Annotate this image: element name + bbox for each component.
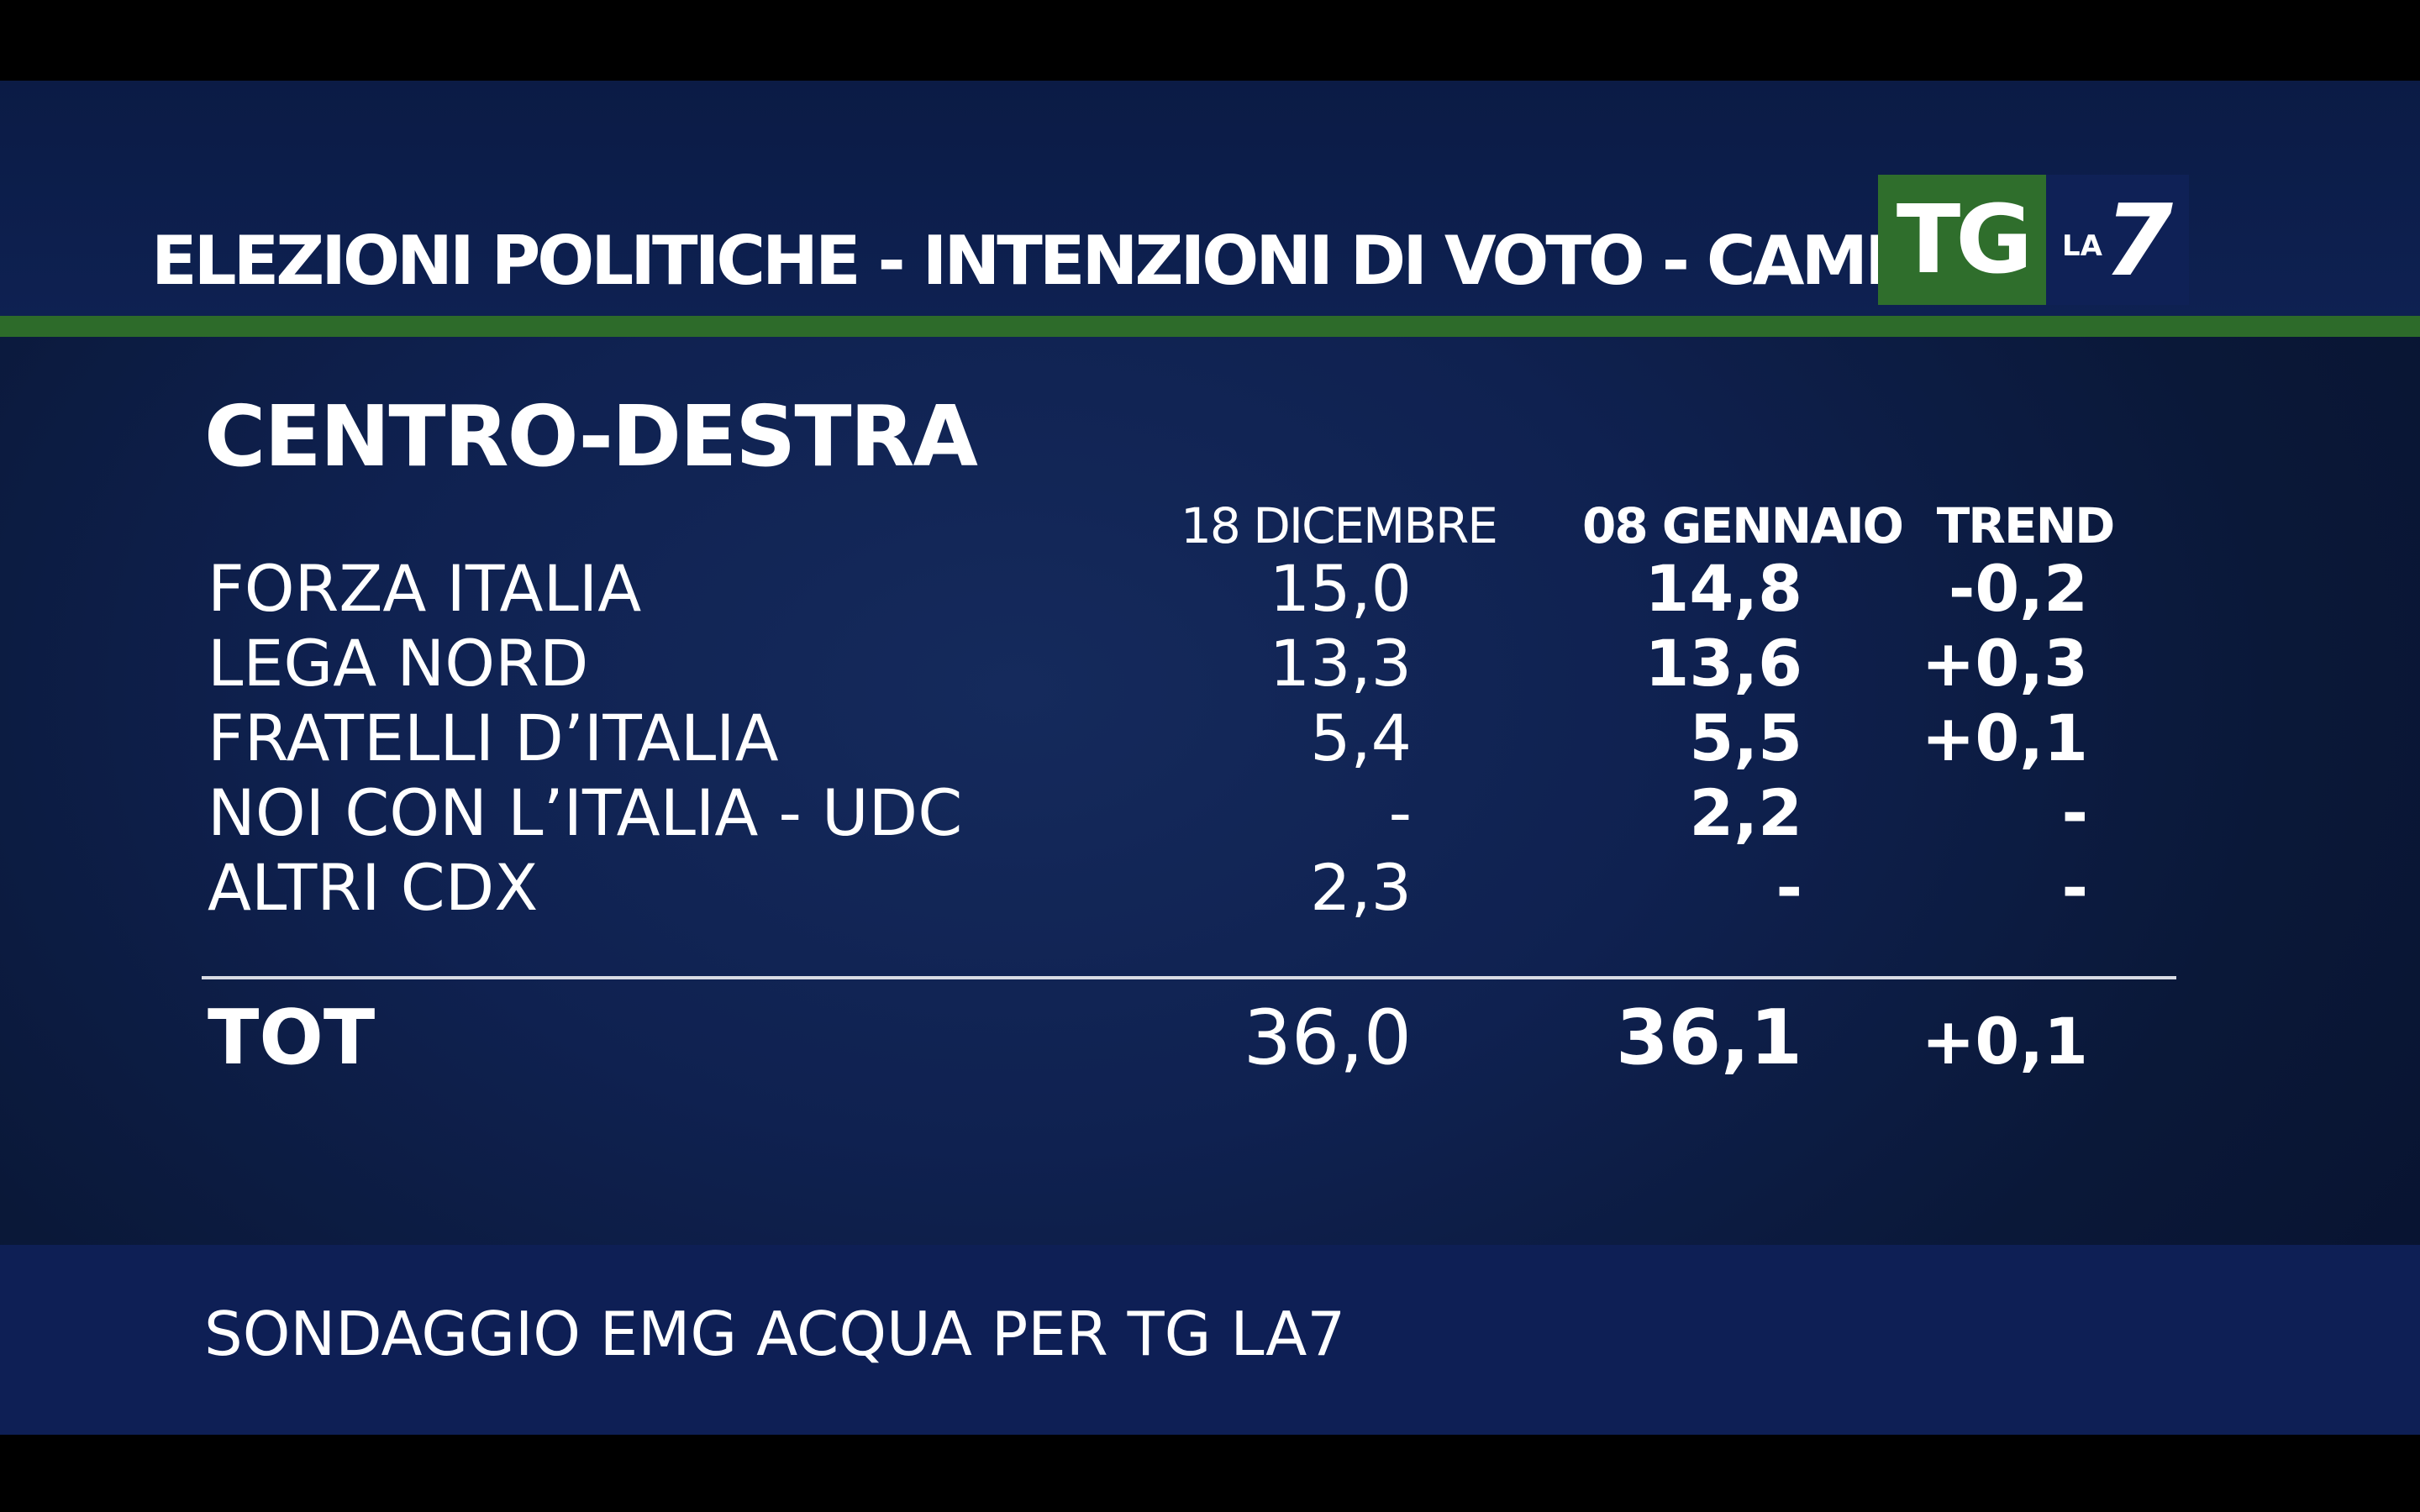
total-curr: 36,1	[1615, 994, 1802, 1082]
total-row: TOT 36,0 36,1 +0,1	[0, 994, 2420, 1086]
party-name: ALTRI CDX	[208, 850, 539, 925]
tg-la7-logo: TG LA 7	[1878, 175, 2189, 305]
table-row: FRATELLI D’ITALIA 5,4 5,5 +0,1	[0, 701, 2420, 776]
value-prev: 5,4	[1310, 701, 1412, 775]
table-row: ALTRI CDX 2,3 - -	[0, 850, 2420, 926]
logo-tg: TG	[1878, 175, 2046, 305]
value-curr: 14,8	[1644, 551, 1802, 626]
total-label: TOT	[208, 994, 376, 1082]
value-curr: 5,5	[1689, 701, 1802, 775]
value-prev: 13,3	[1269, 626, 1412, 701]
value-curr: 2,2	[1689, 775, 1802, 850]
value-trend: -	[2061, 850, 2088, 925]
party-name: FRATELLI D’ITALIA	[208, 701, 779, 775]
column-header-curr: 08 GENNAIO	[1582, 497, 1904, 554]
table-row: NOI CON L’ITALIA - UDC - 2,2 -	[0, 775, 2420, 851]
total-prev: 36,0	[1243, 994, 1412, 1082]
value-trend: -0,2	[1948, 551, 2088, 626]
party-name: LEGA NORD	[208, 626, 589, 701]
total-divider	[202, 976, 2176, 979]
column-header-trend: TREND	[1936, 497, 2116, 554]
value-trend: -	[2061, 775, 2088, 850]
footer-band	[0, 1245, 2420, 1435]
party-name: NOI CON L’ITALIA - UDC	[208, 775, 963, 850]
value-curr: -	[1776, 850, 1802, 925]
page-title: ELEZIONI POLITICHE - INTENZIONI DI VOTO …	[151, 222, 2007, 300]
value-curr: 13,6	[1644, 626, 1802, 701]
party-name: FORZA ITALIA	[208, 551, 642, 626]
table-row: FORZA ITALIA 15,0 14,8 -0,2	[0, 551, 2420, 627]
total-trend: +0,1	[1921, 1004, 2088, 1079]
column-header-prev: 18 DICEMBRE	[1181, 497, 1498, 554]
header-divider	[0, 316, 2420, 337]
logo-7-text: 7	[2103, 181, 2174, 298]
logo-la-text: LA	[2061, 228, 2102, 263]
logo-la7: LA 7	[2046, 175, 2189, 305]
value-prev: 2,3	[1310, 850, 1412, 925]
section-title: CENTRO-DESTRA	[204, 387, 978, 486]
value-prev: 15,0	[1269, 551, 1412, 626]
value-trend: +0,3	[1921, 626, 2088, 701]
source-caption: SONDAGGIO EMG ACQUA PER TG LA7	[204, 1299, 1346, 1369]
value-prev: -	[1388, 775, 1412, 850]
value-trend: +0,1	[1921, 701, 2088, 775]
table-row: LEGA NORD 13,3 13,6 +0,3	[0, 626, 2420, 701]
broadcast-graphic: ELEZIONI POLITICHE - INTENZIONI DI VOTO …	[0, 81, 2420, 1435]
